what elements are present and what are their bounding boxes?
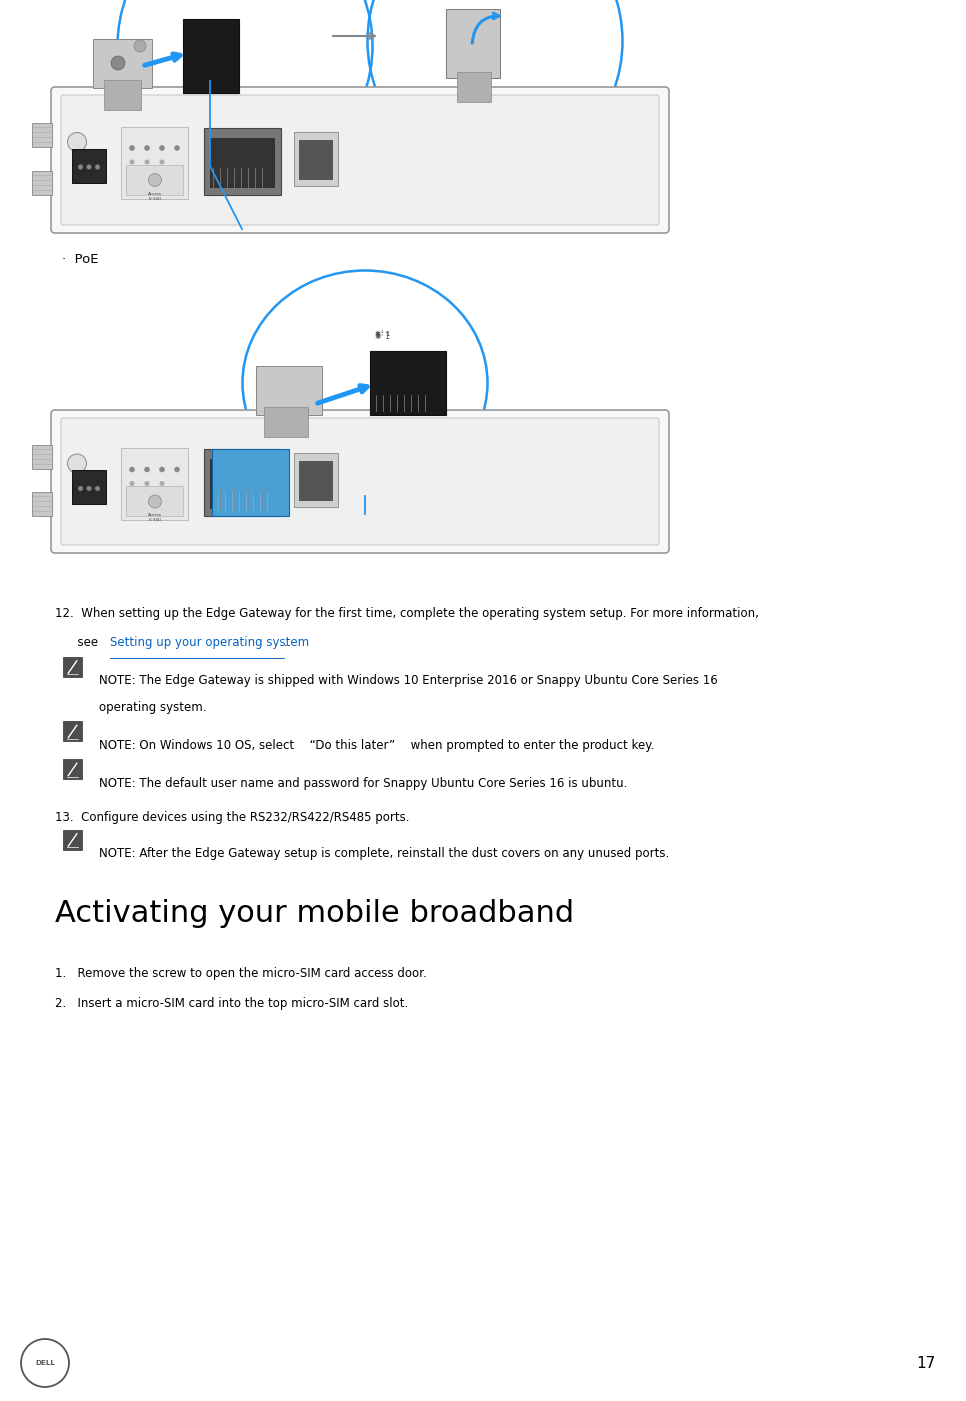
Circle shape [68,454,87,474]
FancyBboxPatch shape [210,139,275,188]
FancyBboxPatch shape [457,71,491,102]
Text: Activating your mobile broadband: Activating your mobile broadband [55,899,574,929]
FancyBboxPatch shape [121,448,188,521]
FancyBboxPatch shape [294,132,338,186]
Text: 13.  Configure devices using the RS232/RS422/RS485 ports.: 13. Configure devices using the RS232/RS… [55,811,410,825]
Circle shape [145,481,150,486]
FancyBboxPatch shape [299,461,333,502]
FancyBboxPatch shape [121,127,188,199]
FancyBboxPatch shape [294,454,338,507]
Text: Setting up your operating system: Setting up your operating system [109,636,308,650]
FancyBboxPatch shape [370,352,446,415]
FancyBboxPatch shape [64,829,82,850]
Text: see: see [55,636,101,650]
Circle shape [145,160,150,164]
FancyBboxPatch shape [212,450,289,517]
Text: ✱ⁱ 1: ✱ⁱ 1 [375,332,390,340]
FancyBboxPatch shape [72,471,106,504]
Circle shape [78,486,83,490]
Circle shape [129,481,134,486]
FancyBboxPatch shape [299,140,333,179]
Text: 17: 17 [917,1356,936,1370]
Circle shape [174,146,180,151]
Circle shape [134,41,146,52]
Circle shape [159,481,164,486]
Text: 1.   Remove the screw to open the micro-SIM card access door.: 1. Remove the screw to open the micro-SI… [55,968,427,981]
Circle shape [149,495,161,509]
Text: NOTE: After the Edge Gateway setup is complete, reinstall the dust covers on any: NOTE: After the Edge Gateway setup is co… [99,848,669,860]
Circle shape [144,467,150,472]
FancyBboxPatch shape [204,127,281,195]
Circle shape [78,164,83,170]
Text: 12.  When setting up the Edge Gateway for the first time, complete the operating: 12. When setting up the Edge Gateway for… [55,607,759,621]
Circle shape [159,146,165,151]
Circle shape [149,174,161,186]
Text: NOTE: On Windows 10 OS, select  “Do this later”  when prompted to enter the prod: NOTE: On Windows 10 OS, select “Do this … [99,738,654,752]
FancyBboxPatch shape [446,8,500,78]
FancyBboxPatch shape [264,408,308,437]
FancyBboxPatch shape [210,460,275,510]
Circle shape [174,467,180,472]
FancyBboxPatch shape [51,87,669,233]
Text: DELL: DELL [35,1360,55,1366]
FancyBboxPatch shape [32,492,52,516]
Circle shape [95,486,100,490]
FancyBboxPatch shape [32,446,52,469]
FancyBboxPatch shape [256,366,322,415]
Circle shape [159,467,165,472]
Text: NOTE: The default user name and password for Snappy Ubuntu Core Series 16 is ubu: NOTE: The default user name and password… [99,778,627,790]
FancyBboxPatch shape [32,123,52,147]
FancyBboxPatch shape [51,410,669,553]
FancyBboxPatch shape [61,417,659,545]
Circle shape [129,160,134,164]
Text: NOTE: The Edge Gateway is shipped with Windows 10 Enterprise 2016 or Snappy Ubun: NOTE: The Edge Gateway is shipped with W… [99,674,718,688]
FancyBboxPatch shape [64,759,82,779]
FancyBboxPatch shape [64,722,82,741]
Text: Access
8 SSD: Access 8 SSD [148,192,162,200]
FancyBboxPatch shape [72,149,106,184]
FancyBboxPatch shape [61,95,659,226]
Circle shape [129,146,135,151]
Text: ·  PoE: · PoE [62,254,99,266]
Text: .: . [284,636,288,650]
Circle shape [159,160,164,164]
Text: Access
8 SSD: Access 8 SSD [148,514,162,523]
Text: 2.   Insert a micro-SIM card into the top micro-SIM card slot.: 2. Insert a micro-SIM card into the top … [55,998,409,1010]
Circle shape [95,164,100,170]
Text: operating system.: operating system. [99,700,207,715]
FancyBboxPatch shape [32,171,52,196]
Circle shape [111,56,125,70]
Circle shape [144,146,150,151]
Circle shape [68,133,87,151]
FancyBboxPatch shape [64,657,82,677]
FancyBboxPatch shape [204,450,281,517]
FancyBboxPatch shape [183,20,239,92]
Circle shape [87,164,92,170]
Circle shape [87,486,92,490]
FancyBboxPatch shape [126,486,183,517]
FancyBboxPatch shape [93,39,152,88]
FancyBboxPatch shape [126,165,183,195]
Text: ✱¹ 1: ✱¹ 1 [375,331,390,338]
FancyBboxPatch shape [104,80,141,111]
Circle shape [129,467,135,472]
